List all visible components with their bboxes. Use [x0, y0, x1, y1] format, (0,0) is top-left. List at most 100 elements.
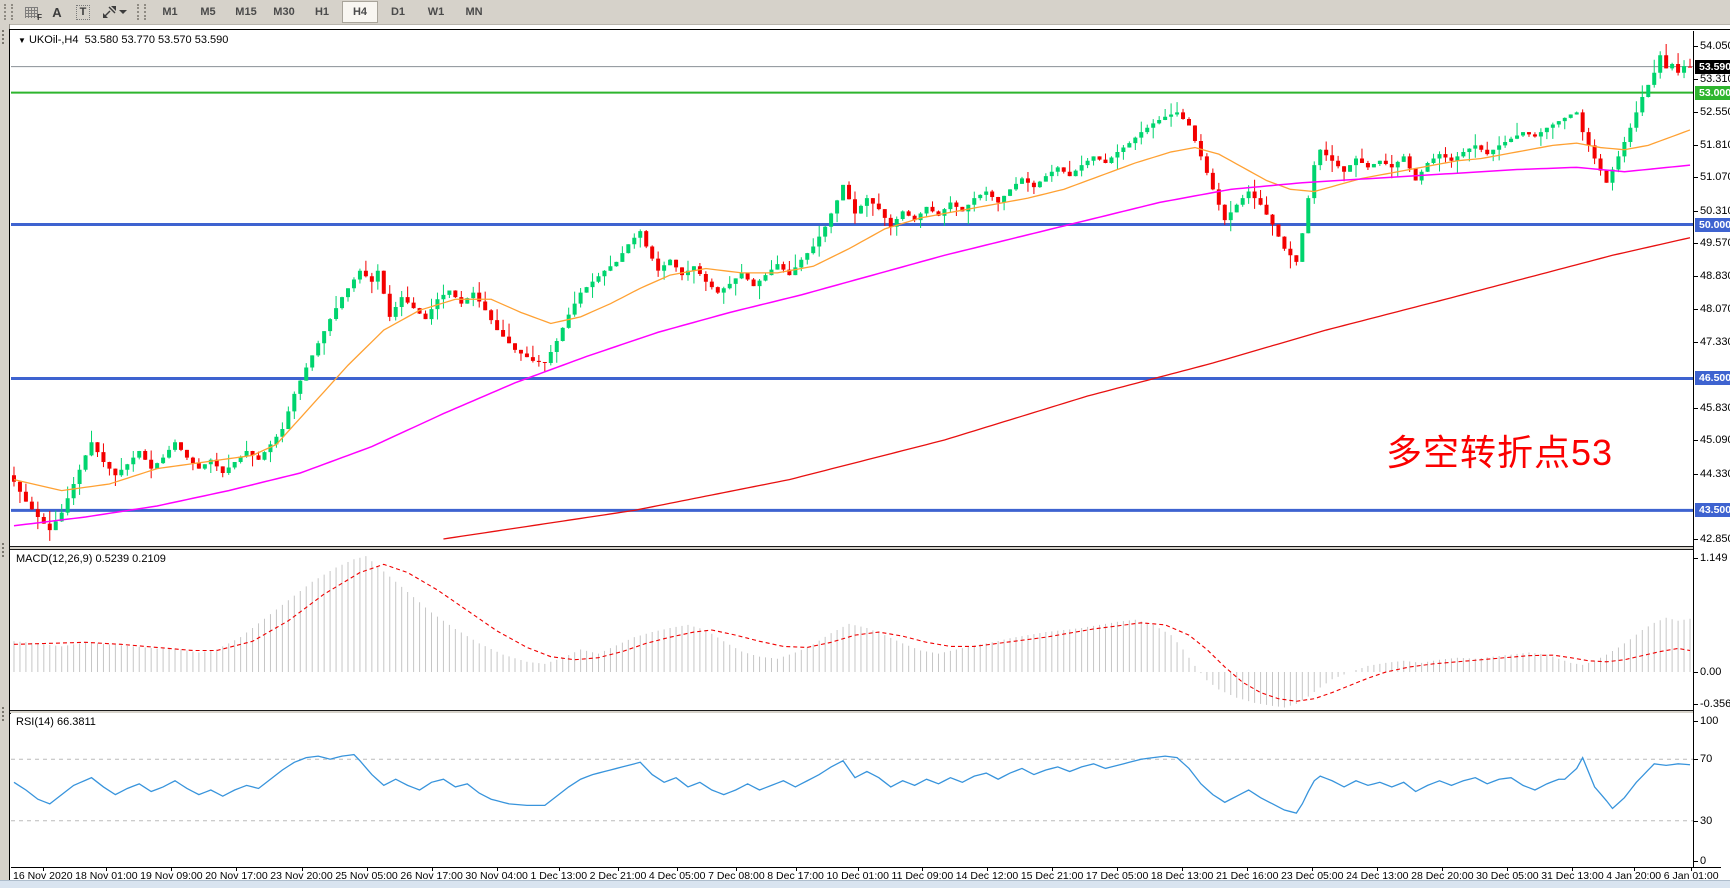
scale-tick — [1694, 473, 1698, 475]
arrow-objects-button[interactable] — [97, 2, 131, 22]
time-axis-label: 4 Jan 20:00 — [1606, 868, 1662, 882]
timeframe-button-group: M1 M5 M15 M30 H1 H4 D1 W1 MN — [152, 1, 492, 23]
macd-tick-label: 1.149 — [1700, 552, 1728, 564]
rail-grip-icon[interactable] — [2, 707, 8, 721]
scale-tick — [1694, 538, 1698, 540]
chart-title[interactable]: ▼ UKOil-,H4 53.580 53.770 53.570 53.590 — [18, 34, 228, 46]
symbol-period-label: UKOil-,H4 — [28, 34, 79, 46]
scale-tick — [1694, 558, 1698, 559]
rsi-tick-label: 100 — [1700, 715, 1719, 727]
label-a-icon: A — [52, 4, 62, 20]
time-axis-label: 18 Nov 01:00 — [75, 868, 138, 882]
time-axis-label: 10 Dec 01:00 — [826, 868, 889, 882]
rsi-tick-label: 70 — [1700, 753, 1713, 766]
timeframe-button-m5[interactable]: M5 — [200, 6, 216, 18]
timeframe-button-h4[interactable]: H4 — [342, 1, 378, 23]
scale-tick — [1694, 112, 1698, 114]
rail-grip-icon[interactable] — [2, 30, 8, 44]
time-axis-label: 23 Dec 05:00 — [1281, 868, 1344, 882]
time-axis-label: 19 Nov 09:00 — [140, 868, 203, 882]
price-badge: 53.000 — [1695, 85, 1730, 100]
time-axis-label: 25 Nov 05:00 — [335, 868, 398, 882]
time-axis-label: 26 Nov 17:00 — [400, 868, 463, 882]
chart-window: ▼ UKOil-,H4 53.580 53.770 53.570 53.590 … — [9, 29, 1730, 882]
toolbar-grip[interactable] — [4, 4, 13, 20]
text-tool-button[interactable]: T — [71, 2, 95, 22]
timeframe-button-w1[interactable]: W1 — [427, 6, 445, 18]
timeframe-button-m1[interactable]: M1 — [162, 6, 178, 18]
rsi-label: RSI(14) 66.3811 — [16, 716, 96, 728]
macd-tick-label: 0.00 — [1700, 666, 1722, 679]
chart-annotation-text: 多空转折点53 — [1386, 432, 1614, 473]
toolbar-grip-2[interactable] — [137, 4, 146, 20]
toolbar: F A T M1 M5 M15 M30 H1 H4 D1 W1 MN — [0, 0, 1730, 25]
price-badge: 53.590 — [1695, 59, 1730, 74]
chevron-down-icon — [118, 10, 127, 14]
rsi-tick-label: 30 — [1700, 814, 1713, 827]
time-axis-label: 8 Dec 17:00 — [767, 868, 824, 882]
timeframe-button-d1[interactable]: D1 — [390, 6, 406, 18]
panel-splitter[interactable] — [10, 546, 1730, 550]
scale-tick — [1694, 704, 1698, 705]
grid-dots-icon — [24, 6, 38, 18]
chevron-down-icon: ▼ — [18, 36, 26, 45]
time-axis-label: 30 Dec 05:00 — [1476, 868, 1539, 882]
macd-tick-label: -0.3563 — [1700, 698, 1730, 710]
time-axis-label: 23 Nov 20:00 — [270, 868, 333, 882]
time-axis-label: 31 Dec 13:00 — [1541, 868, 1604, 882]
scale-tick — [1694, 177, 1698, 179]
price-tick-label: 51.810 — [1700, 138, 1730, 151]
candlestick-plot[interactable] — [11, 31, 1693, 546]
time-axis-label: 2 Dec 21:00 — [589, 868, 647, 882]
scale-tick — [1694, 243, 1698, 245]
timeframe-button-m30[interactable]: M30 — [273, 6, 295, 18]
timeframe-button-mn[interactable]: MN — [465, 6, 483, 18]
time-axis-label: 24 Dec 13:00 — [1346, 868, 1409, 882]
time-axis-label: 7 Dec 08:00 — [708, 868, 765, 882]
price-tick-label: 53.310 — [1700, 72, 1730, 85]
label-tool-button[interactable]: A — [45, 2, 69, 22]
time-axis-label: 15 Dec 21:00 — [1020, 868, 1084, 882]
time-axis-label: 18 Dec 13:00 — [1150, 868, 1214, 882]
price-tick-label: 44.330 — [1700, 467, 1730, 480]
price-badge: 50.000 — [1695, 217, 1730, 232]
rsi-plot[interactable] — [11, 713, 1693, 867]
timeframe-button-h1[interactable]: H1 — [314, 6, 330, 18]
timeframe-button-m15[interactable]: M15 — [235, 6, 257, 18]
macd-plot[interactable] — [11, 550, 1693, 710]
period-grid-icon[interactable]: F — [19, 2, 43, 22]
status-strip — [0, 880, 1730, 888]
scale-tick — [1694, 759, 1698, 761]
rsi-tick-label: 0 — [1700, 855, 1707, 867]
grid-f-label: F — [37, 13, 42, 22]
price-tick-label: 54.050 — [1700, 40, 1730, 53]
ohlc-quote: 53.580 53.770 53.570 53.590 — [84, 34, 229, 46]
time-axis-label: 28 Dec 20:00 — [1411, 868, 1474, 882]
time-axis-label: 1 Dec 13:00 — [530, 868, 588, 882]
scale-tick — [1694, 144, 1698, 146]
price-badge: 43.500 — [1695, 503, 1730, 518]
scale-tick — [1694, 440, 1698, 442]
arrows-icon — [102, 6, 116, 18]
time-axis-label: 14 Dec 12:00 — [955, 868, 1019, 882]
scale-tick — [1694, 309, 1698, 311]
price-tick-label: 48.070 — [1700, 303, 1730, 316]
scale-tick — [1694, 672, 1698, 674]
price-scale[interactable]: 54.050 53.310 52.550 51.810 51.070 50.310 49.5… — [1693, 31, 1730, 867]
scale-tick — [1694, 78, 1698, 80]
time-axis-label: 20 Nov 17:00 — [205, 868, 268, 882]
time-axis[interactable]: 16 Nov 2020 18 Nov 01:00 19 Nov 09:00 20 No… — [11, 867, 1721, 882]
scale-tick — [1694, 721, 1698, 722]
price-tick-label: 52.550 — [1700, 106, 1730, 119]
price-tick-label: 48.830 — [1700, 269, 1730, 282]
time-axis-label: 11 Dec 09:00 — [891, 868, 954, 882]
time-axis-label: 17 Dec 05:00 — [1085, 868, 1149, 882]
price-tick-label: 50.310 — [1700, 204, 1730, 217]
scale-tick — [1694, 46, 1698, 48]
time-axis-label: 30 Nov 04:00 — [465, 868, 528, 882]
price-tick-label: 47.330 — [1700, 335, 1730, 348]
text-t-icon: T — [75, 4, 91, 20]
scale-tick — [1694, 407, 1698, 409]
rail-grip-icon[interactable] — [2, 543, 8, 557]
